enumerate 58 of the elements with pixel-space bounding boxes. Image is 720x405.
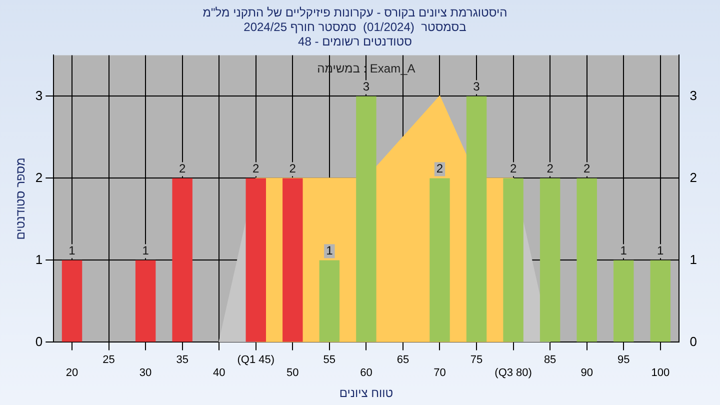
x-axis-title: טווח ציונים [339,386,394,400]
data-label: 2 [546,162,554,176]
bar [540,178,560,342]
data-label: 2 [510,162,517,176]
y-tick-label: 0 [35,334,43,349]
x-tick-label: 70 [434,367,446,380]
x-tick-label: 35 [176,354,188,366]
data-label: 2 [252,162,260,176]
bar [246,178,266,342]
x-tick-label: (Q3 80) [494,367,532,380]
data-label: 1 [68,244,76,258]
x-tick-label: 60 [360,367,372,380]
data-label: 2 [178,162,186,176]
x-tick-label: 20 [66,367,78,380]
bar [62,260,82,342]
x-tick-label: 55 [323,354,336,366]
x-tick-label: 100 [651,367,670,380]
data-label: 1 [326,244,334,258]
data-label: 1 [142,244,150,258]
y-tick-label: 2 [35,170,43,185]
y-tick-label: 1 [35,252,43,267]
data-label: 1 [657,244,664,258]
data-label: 3 [473,80,480,94]
y2-tick-label: 1 [690,252,698,267]
data-label: 3 [362,80,370,94]
x-tick-label: 30 [139,367,152,380]
data-label: 1 [620,244,628,258]
x-tick-label: 85 [544,354,556,366]
bar [135,260,156,342]
text: סטודנטים רשומים - 48 [298,34,412,48]
data-label: 2 [583,162,590,176]
bar [503,178,524,342]
data-label: 2 [436,162,444,176]
bar [172,178,192,342]
x-tick-label: 65 [396,354,410,366]
x-tick-label: 75 [470,354,483,366]
bar [430,178,450,342]
x-tick-label: 40 [212,367,226,380]
bar [319,260,340,342]
x-tick-label: 95 [617,354,630,366]
bar [576,178,597,342]
x-tick-label: 25 [102,354,115,366]
x-tick-label: 90 [580,367,593,380]
x-tick-label: (Q1 45) [237,354,275,366]
y2-tick-label: 3 [690,88,698,103]
x-tick-label: 50 [286,367,299,380]
bar [614,260,634,342]
bar [650,260,670,342]
text: היסטוגרמת ציונים בקורס - עקרונות פיזיקליים של התקני מל"מ [202,6,508,20]
y-tick-label: 3 [35,88,43,103]
y-axis-title: מספר סטודנטים [14,158,28,240]
data-label: 2 [289,162,296,176]
y2-tick-label: 0 [690,334,698,349]
text: בסמסטר (01/2024) סמסטר חורף 2024/25 [244,20,466,34]
bar [356,96,376,342]
bar [466,96,487,342]
bar [282,178,303,342]
y2-tick-label: 2 [690,170,698,185]
